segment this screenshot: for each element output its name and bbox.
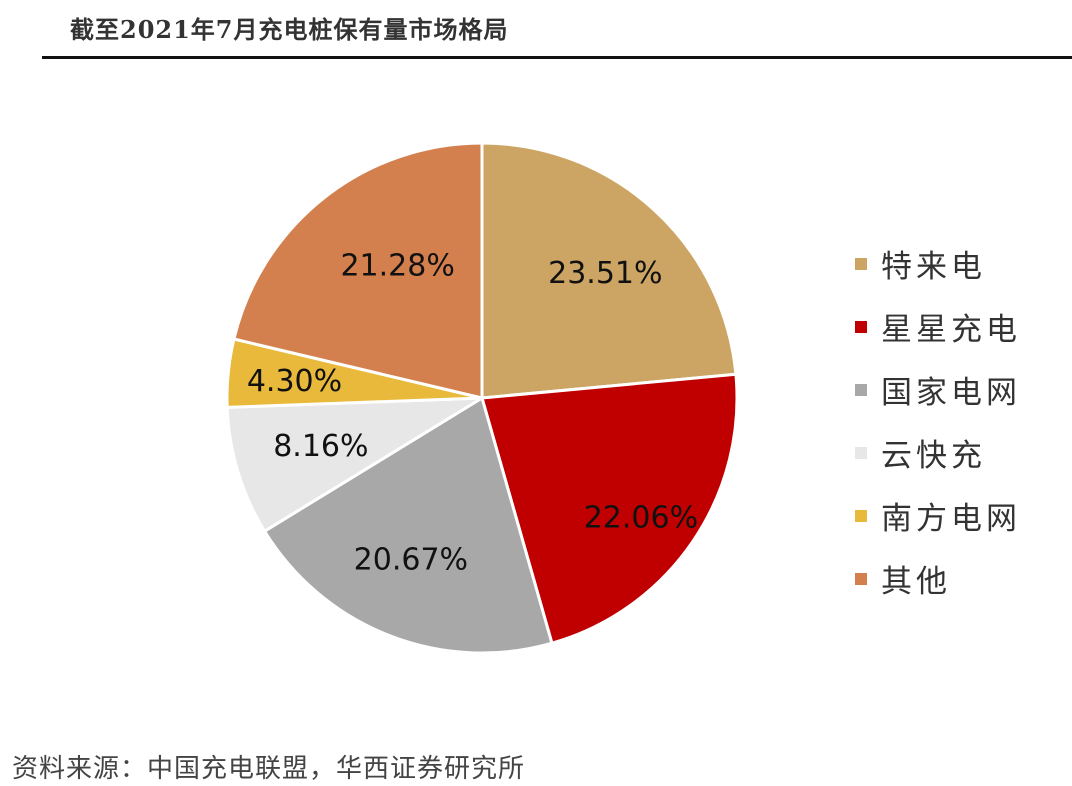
legend-swatch: [855, 320, 867, 333]
legend-label: 特来电: [881, 249, 986, 285]
pie-slice: [480, 141, 738, 400]
legend-label: 星星充电: [881, 312, 1021, 348]
pie-chart: 23.51% 22.06% 20.67% 8.16% 4.30% 21.28%: [225, 141, 739, 655]
pie-slice: [232, 141, 484, 400]
source-note: 资料来源：中国充电联盟，华西证券研究所: [12, 754, 526, 784]
legend-item: 南方电网: [855, 484, 1021, 547]
legend-item: 其他: [855, 547, 1021, 610]
slice-data-label: 21.28%: [340, 248, 454, 283]
legend-item: 星星充电: [855, 295, 1021, 358]
legend: 特来电 星星充电 国家电网 云快充 南方电网 其他: [855, 232, 1021, 610]
slice-data-label: 22.06%: [584, 501, 698, 536]
chart-title: 截至2021年7月充电桩保有量市场格局: [70, 15, 509, 44]
legend-swatch: [855, 572, 867, 585]
legend-swatch: [855, 257, 867, 270]
slice-data-label: 4.30%: [247, 364, 342, 399]
legend-label: 其他: [881, 564, 951, 600]
legend-swatch: [855, 509, 867, 522]
pie-slice: [480, 372, 739, 646]
legend-item: 国家电网: [855, 358, 1021, 421]
legend-label: 南方电网: [881, 501, 1021, 537]
legend-item: 特来电: [855, 232, 1021, 295]
pie-slice: [262, 395, 554, 655]
title-underline: [42, 56, 1072, 59]
slice-data-label: 20.67%: [354, 542, 468, 577]
legend-swatch: [855, 383, 867, 396]
legend-swatch: [855, 446, 867, 459]
slice-data-label: 8.16%: [273, 429, 368, 464]
pie-slice: [225, 396, 488, 534]
legend-item: 云快充: [855, 421, 1021, 484]
legend-label: 云快充: [881, 438, 986, 474]
slice-data-label: 23.51%: [548, 256, 662, 291]
legend-label: 国家电网: [881, 375, 1021, 411]
